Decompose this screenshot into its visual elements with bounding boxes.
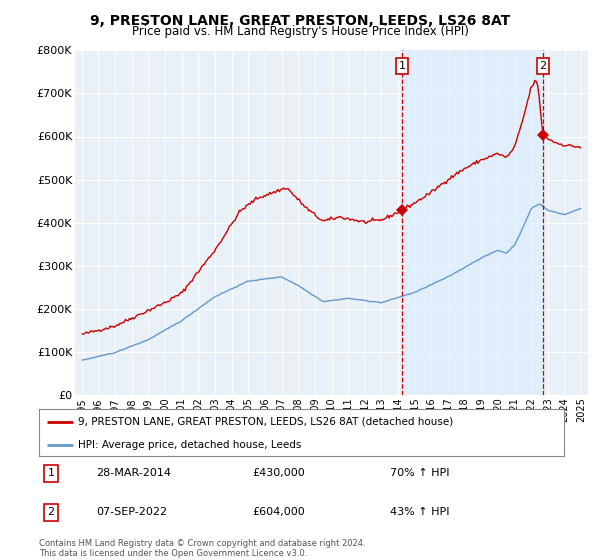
Text: 2: 2 (47, 507, 55, 517)
Text: 2: 2 (539, 60, 547, 71)
Text: 1: 1 (398, 60, 406, 71)
Text: £430,000: £430,000 (252, 468, 305, 478)
Text: 1: 1 (47, 468, 55, 478)
Text: 07-SEP-2022: 07-SEP-2022 (96, 507, 167, 517)
Text: £604,000: £604,000 (252, 507, 305, 517)
Text: Contains HM Land Registry data © Crown copyright and database right 2024.
This d: Contains HM Land Registry data © Crown c… (39, 539, 365, 558)
Text: 9, PRESTON LANE, GREAT PRESTON, LEEDS, LS26 8AT: 9, PRESTON LANE, GREAT PRESTON, LEEDS, L… (90, 14, 510, 28)
Text: HPI: Average price, detached house, Leeds: HPI: Average price, detached house, Leed… (79, 441, 302, 450)
Text: 43% ↑ HPI: 43% ↑ HPI (390, 507, 449, 517)
Text: Price paid vs. HM Land Registry's House Price Index (HPI): Price paid vs. HM Land Registry's House … (131, 25, 469, 38)
Bar (402, 50, 543, 395)
Text: 9, PRESTON LANE, GREAT PRESTON, LEEDS, LS26 8AT (detached house): 9, PRESTON LANE, GREAT PRESTON, LEEDS, L… (79, 417, 454, 427)
Text: 70% ↑ HPI: 70% ↑ HPI (390, 468, 449, 478)
Text: 28-MAR-2014: 28-MAR-2014 (96, 468, 171, 478)
